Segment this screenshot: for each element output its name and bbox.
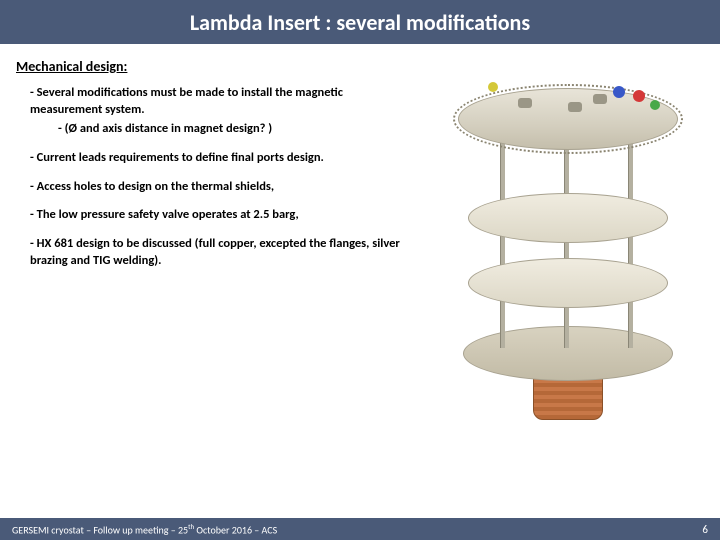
- thermal-shield-plate: [468, 258, 668, 308]
- footer-text: GERSEMI cryostat – Follow up meeting – 2…: [12, 522, 277, 536]
- footer-pre: GERSEMI cryostat – Follow up meeting – 2…: [12, 523, 188, 536]
- support-rod-icon: [628, 128, 633, 348]
- bullet-3: - Access holes to design on the thermal …: [30, 179, 416, 196]
- support-rod-icon: [500, 128, 505, 348]
- bullet-4: - The low pressure safety valve operates…: [30, 207, 416, 224]
- page-number: 6: [702, 523, 708, 536]
- title-bar: Lambda Insert : several modifications: [0, 0, 720, 44]
- bullet-1: - Several modifications must be made to …: [30, 85, 416, 119]
- port-green-icon: [650, 100, 660, 110]
- bullet-list: - Several modifications must be made to …: [16, 85, 416, 270]
- port-blue-icon: [613, 86, 625, 98]
- port-grey-icon: [568, 102, 582, 112]
- thermal-shield-plate: [468, 193, 668, 243]
- footer-post: October 2016 – ACS: [194, 523, 277, 536]
- port-yellow-icon: [488, 82, 498, 92]
- port-red-icon: [633, 90, 645, 102]
- cryostat-figure: [428, 58, 708, 418]
- bullet-2: - Current leads requirements to define f…: [30, 150, 416, 167]
- port-grey-icon: [593, 94, 607, 104]
- top-flange-plate: [458, 88, 678, 150]
- port-grey-icon: [518, 98, 532, 108]
- slide-title: Lambda Insert : several modifications: [190, 9, 530, 36]
- footer-bar: GERSEMI cryostat – Follow up meeting – 2…: [0, 518, 720, 540]
- bullet-5: - HX 681 design to be discussed (full co…: [30, 236, 416, 270]
- bullet-1-sub: - (Ø and axis distance in magnet design?…: [30, 121, 416, 138]
